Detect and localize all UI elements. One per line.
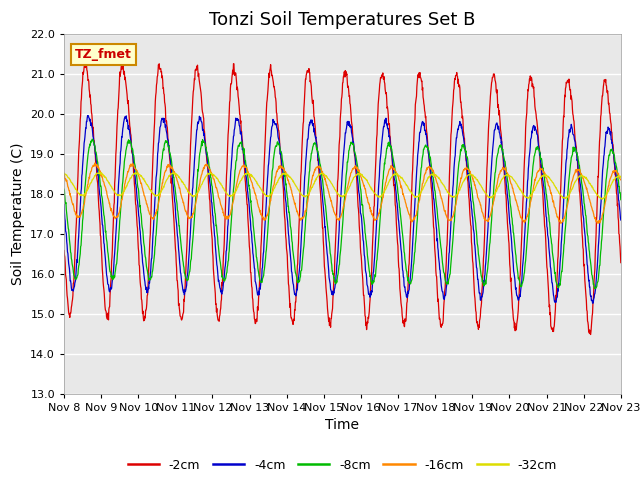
Y-axis label: Soil Temperature (C): Soil Temperature (C) — [10, 143, 24, 285]
Title: Tonzi Soil Temperatures Set B: Tonzi Soil Temperatures Set B — [209, 11, 476, 29]
X-axis label: Time: Time — [325, 418, 360, 432]
Legend: -2cm, -4cm, -8cm, -16cm, -32cm: -2cm, -4cm, -8cm, -16cm, -32cm — [123, 454, 562, 477]
Text: TZ_fmet: TZ_fmet — [75, 48, 132, 61]
